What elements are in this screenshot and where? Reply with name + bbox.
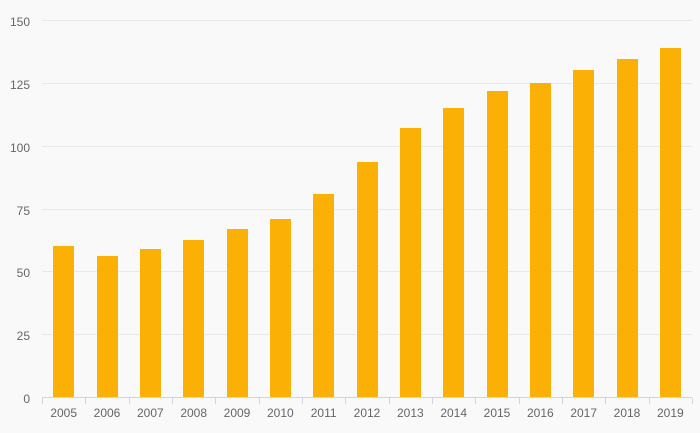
- x-axis-label-2014: 2014: [440, 406, 468, 420]
- x-axis-tick: [475, 398, 477, 404]
- bar-2010[interactable]: [269, 218, 291, 397]
- gridline-125: [42, 83, 692, 84]
- bar-2008[interactable]: [183, 240, 205, 397]
- x-axis-tick: [605, 398, 607, 404]
- x-axis-tick: [518, 398, 520, 404]
- x-axis-tick: [345, 398, 347, 404]
- bar-2018[interactable]: [616, 59, 638, 397]
- x-axis-tick: [692, 398, 693, 404]
- bar-2007[interactable]: [139, 248, 161, 397]
- x-axis-label-2012: 2012: [353, 406, 381, 420]
- x-axis-label-2016: 2016: [526, 406, 554, 420]
- y-axis-label: 100: [9, 140, 30, 155]
- x-axis-tick: [172, 398, 173, 404]
- x-axis-label-2008: 2008: [180, 406, 208, 420]
- bar-2011[interactable]: [313, 193, 335, 397]
- x-axis-label-2006: 2006: [93, 406, 121, 420]
- x-axis-label-2015: 2015: [483, 406, 511, 420]
- x-axis-label-2019: 2019: [656, 406, 684, 420]
- bar-2013[interactable]: [399, 128, 421, 397]
- bar-2009[interactable]: [226, 228, 248, 397]
- y-axis-label: 0: [23, 392, 30, 406]
- y-axis-label: 25: [16, 329, 30, 344]
- x-axis-tick: [42, 398, 43, 404]
- x-axis-tick: [302, 398, 303, 404]
- x-axis-label-2007: 2007: [136, 406, 164, 420]
- x-axis-tick: [215, 398, 217, 404]
- x-axis-tick: [85, 398, 87, 404]
- x-axis-tick: [128, 398, 130, 404]
- x-axis-tick: [562, 398, 563, 404]
- bar-2006[interactable]: [96, 256, 118, 397]
- x-axis-label-2011: 2011: [310, 406, 337, 420]
- gridline-100: [42, 145, 692, 147]
- x-axis-line: [42, 397, 692, 398]
- x-axis-label-2009: 2009: [223, 406, 251, 420]
- x-axis-label-2005: 2005: [50, 406, 78, 420]
- x-axis-tick: [388, 398, 390, 404]
- x-axis-label-2010: 2010: [266, 406, 294, 420]
- x-axis-tick: [258, 398, 260, 404]
- x-axis-label-2013: 2013: [396, 406, 424, 420]
- bar-2012[interactable]: [356, 162, 378, 397]
- gridline-150: [42, 20, 692, 22]
- y-axis-label: 150: [9, 15, 30, 30]
- y-axis-label: 75: [16, 203, 30, 218]
- bar-2019[interactable]: [659, 47, 681, 397]
- bar-2017[interactable]: [573, 70, 595, 397]
- y-axis-label: 50: [16, 266, 30, 281]
- y-axis-label: 125: [9, 78, 30, 92]
- bar-2015[interactable]: [486, 90, 508, 397]
- bar-2005[interactable]: [53, 246, 75, 397]
- x-axis-tick: [432, 398, 433, 404]
- x-axis-tick: [648, 398, 650, 404]
- bar-2016[interactable]: [529, 83, 551, 397]
- x-axis-label-2018: 2018: [613, 406, 641, 420]
- x-axis-label-2017: 2017: [570, 406, 598, 420]
- bar-2014[interactable]: [443, 108, 465, 397]
